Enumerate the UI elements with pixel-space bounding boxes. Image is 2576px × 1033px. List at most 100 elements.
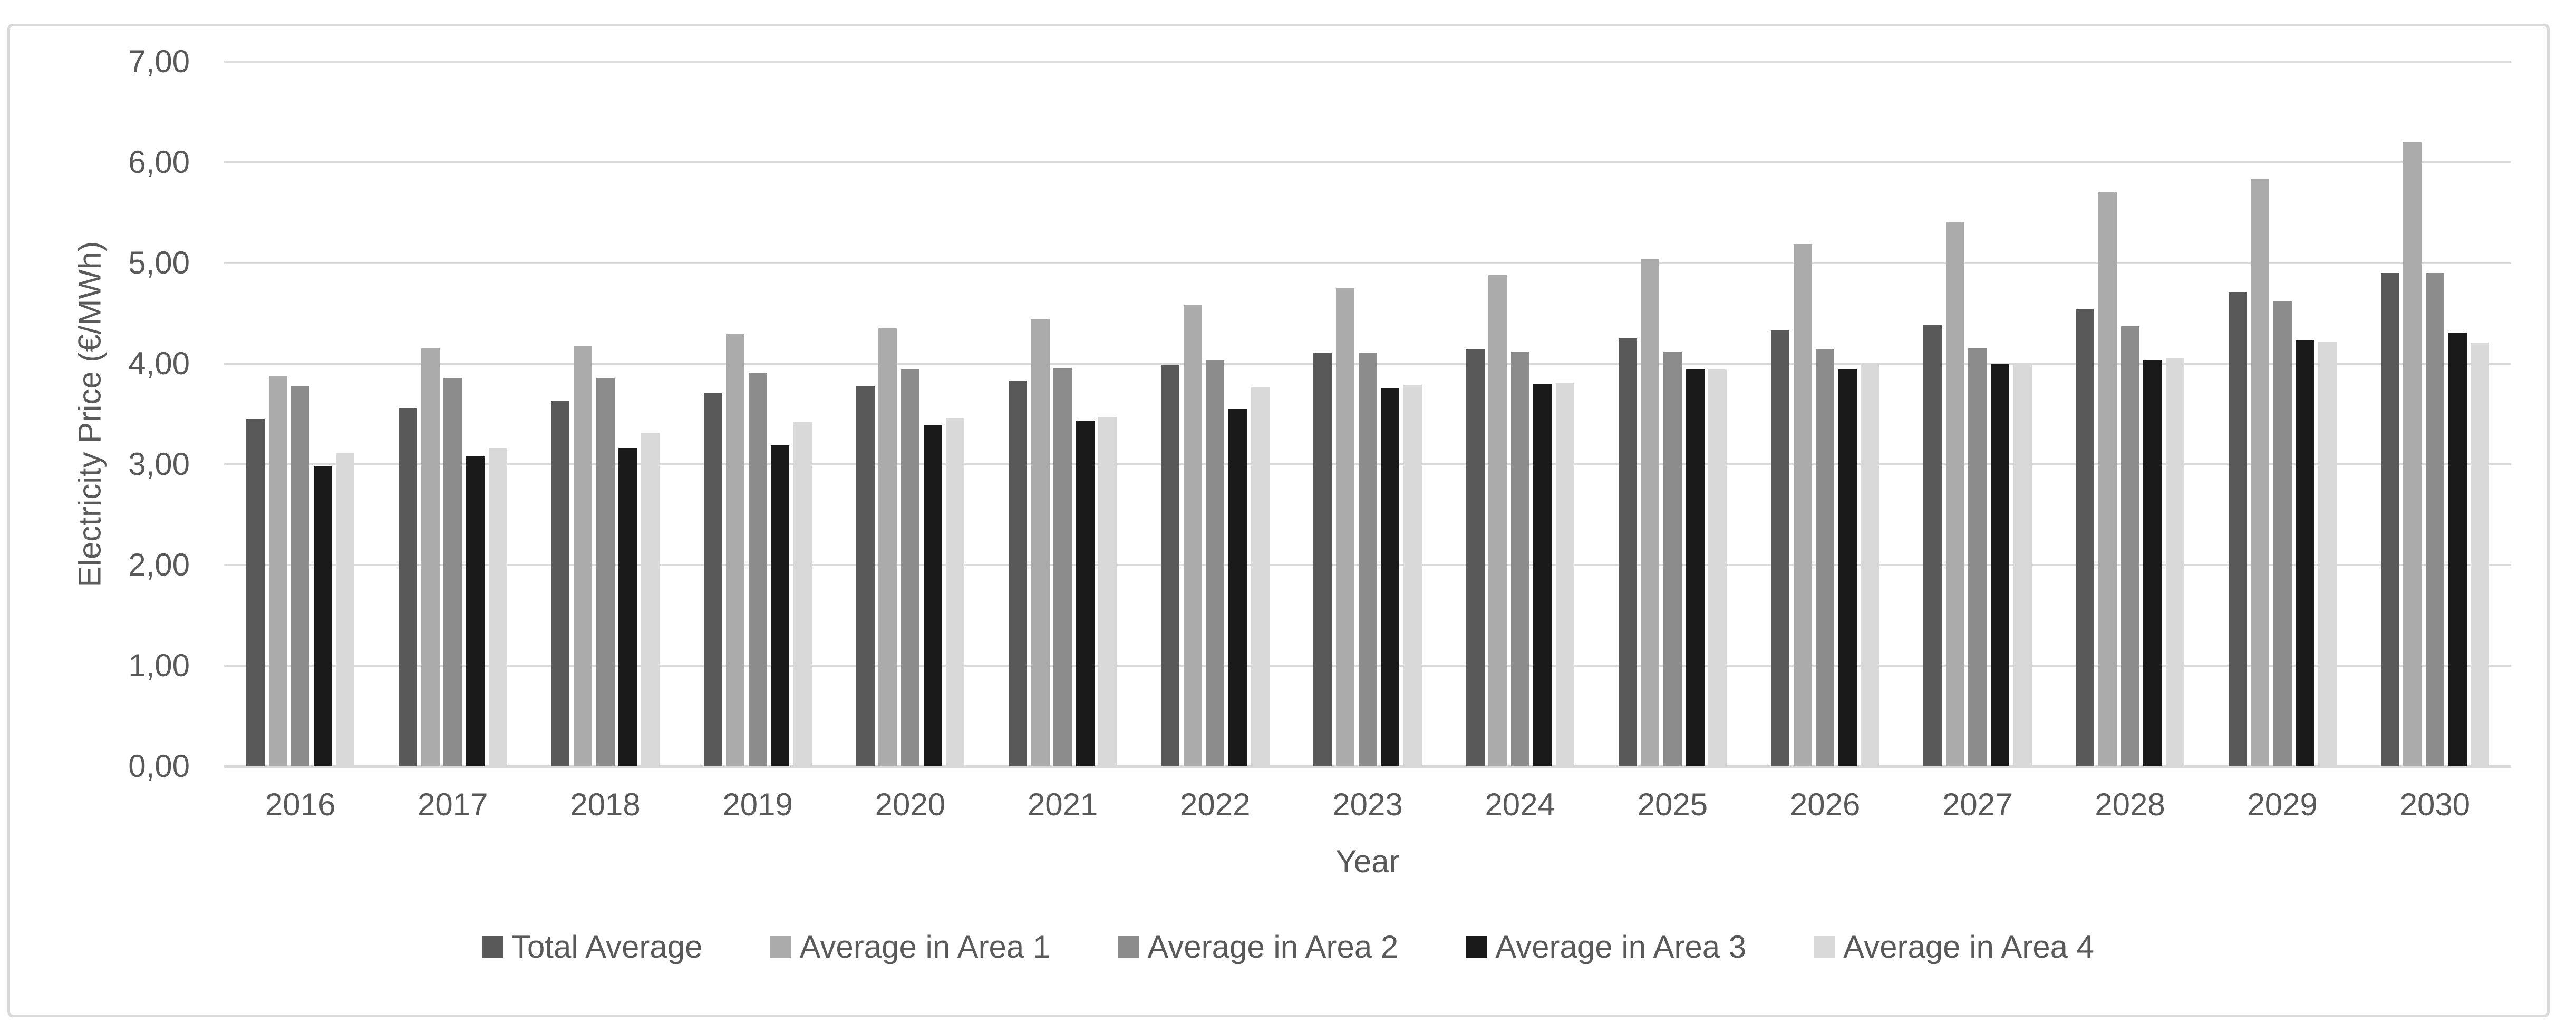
legend-label: Average in Area 1 (799, 929, 1051, 964)
bar-2028-series-3 (2120, 326, 2139, 766)
x-tick-label-2029: 2029 (2247, 787, 2318, 822)
bar-2021-series-2 (1031, 319, 1050, 766)
x-tick-label-2025: 2025 (1637, 787, 1708, 822)
bar-2029-series-3 (2273, 301, 2292, 766)
bar-2016-series-2 (268, 375, 287, 766)
bar-2027-series-4 (1990, 364, 2009, 766)
bar-2027-series-3 (1968, 348, 1987, 766)
bar-2025-series-3 (1663, 352, 1682, 766)
legend-item-2: Average in Area 1 (770, 929, 1050, 965)
bar-2021-series-3 (1053, 367, 1072, 766)
bar-2029-series-4 (2296, 340, 2314, 766)
y-tick-label: 3,00 (128, 446, 190, 482)
bar-2023-series-4 (1381, 387, 1400, 766)
bar-2028-series-1 (2076, 309, 2095, 766)
bar-2023-series-2 (1335, 288, 1354, 766)
bar-2029-series-5 (2318, 341, 2337, 766)
bar-2028-series-5 (2165, 358, 2184, 766)
y-tick-label: 7,00 (128, 44, 190, 79)
x-tick-label-2026: 2026 (1789, 787, 1861, 822)
bar-2026-series-5 (1861, 364, 1880, 766)
x-axis-title: Year (1335, 844, 1400, 879)
bar-2029-series-1 (2228, 292, 2247, 766)
x-tick-label-2019: 2019 (722, 787, 793, 822)
bar-2024-series-3 (1510, 352, 1529, 766)
bar-2022-series-3 (1206, 360, 1225, 766)
bar-2026-series-1 (1770, 330, 1789, 766)
bar-2030-series-1 (2380, 273, 2399, 766)
bar-2025-series-2 (1641, 259, 1660, 766)
bar-2016-series-3 (291, 386, 310, 766)
legend-swatch-icon (770, 935, 791, 958)
bar-2021-series-1 (1008, 381, 1027, 766)
bar-2024-series-1 (1466, 349, 1485, 766)
x-tick-label-2023: 2023 (1332, 787, 1403, 822)
bar-2020-series-5 (946, 418, 965, 766)
bar-2019-series-5 (793, 422, 812, 766)
bar-2022-series-2 (1183, 305, 1202, 766)
y-tick-label: 2,00 (128, 547, 190, 582)
legend-label: Total Average (511, 929, 703, 964)
bar-2026-series-2 (1793, 243, 1812, 766)
x-tick-label-2018: 2018 (570, 787, 641, 822)
legend-item-4: Average in Area 3 (1466, 929, 1746, 965)
legend-label: Average in Area 4 (1843, 929, 2095, 964)
x-tick-label-2022: 2022 (1180, 787, 1251, 822)
bar-2027-series-2 (1945, 221, 1964, 766)
bar-2020-series-3 (900, 369, 919, 766)
bar-2025-series-4 (1686, 369, 1705, 766)
bar-2025-series-5 (1708, 369, 1727, 766)
bar-2030-series-2 (2403, 142, 2422, 766)
bar-2021-series-5 (1098, 417, 1117, 766)
y-tick-label: 5,00 (128, 245, 190, 280)
bar-2016-series-4 (313, 466, 332, 766)
bar-2016-series-5 (336, 453, 355, 766)
bar-2019-series-4 (771, 445, 790, 766)
bar-2018-series-2 (573, 345, 592, 766)
gridline (224, 262, 2511, 264)
bar-2017-series-1 (399, 408, 418, 766)
y-tick-label: 1,00 (128, 648, 190, 683)
bar-2027-series-5 (2013, 364, 2032, 766)
gridline (224, 61, 2511, 63)
gridline (224, 161, 2511, 163)
x-tick-label-2024: 2024 (1485, 787, 1555, 822)
bar-2019-series-3 (748, 373, 767, 766)
legend-label: Average in Area 3 (1495, 929, 1747, 964)
bar-2020-series-4 (923, 425, 942, 766)
legend-swatch-icon (1466, 935, 1487, 958)
bar-2028-series-4 (2143, 360, 2162, 766)
x-tick-label-2016: 2016 (265, 787, 336, 822)
x-tick-label-2021: 2021 (1027, 787, 1098, 822)
bar-2024-series-4 (1533, 384, 1552, 766)
bar-2027-series-1 (1923, 325, 1942, 766)
y-tick-label: 0,00 (128, 748, 190, 784)
bar-2030-series-3 (2425, 273, 2444, 766)
x-tick-label-2017: 2017 (418, 787, 488, 822)
bar-2018-series-1 (551, 401, 570, 766)
bar-2017-series-2 (421, 348, 440, 766)
bar-2026-series-4 (1838, 368, 1857, 766)
bar-2019-series-2 (726, 333, 745, 766)
bar-2024-series-5 (1555, 383, 1574, 766)
bar-2022-series-1 (1161, 364, 1180, 766)
legend-label: Average in Area 2 (1147, 929, 1399, 964)
bar-2018-series-4 (618, 448, 637, 766)
bar-2018-series-3 (596, 377, 615, 766)
bar-2024-series-2 (1488, 275, 1507, 766)
legend-swatch-icon (1118, 935, 1139, 958)
bar-2016-series-1 (246, 419, 265, 766)
x-tick-label-2020: 2020 (875, 787, 946, 822)
bar-2020-series-2 (878, 328, 897, 766)
bar-2021-series-4 (1076, 421, 1095, 766)
bar-2020-series-1 (856, 386, 875, 766)
y-axis-title: Electricity Price (€/MWh) (72, 241, 108, 588)
bar-2022-series-5 (1251, 386, 1270, 766)
legend-swatch-icon (1814, 935, 1835, 958)
legend: Total Average Average in Area 1 Average in… (0, 929, 2576, 965)
y-tick-label: 4,00 (128, 346, 190, 381)
x-tick-label-2028: 2028 (2095, 787, 2165, 822)
bar-2023-series-5 (1403, 385, 1422, 766)
bar-2030-series-5 (2471, 342, 2490, 766)
legend-item-1: Total Average (481, 929, 703, 965)
